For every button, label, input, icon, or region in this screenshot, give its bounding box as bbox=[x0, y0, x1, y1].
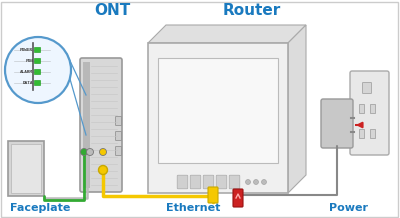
FancyBboxPatch shape bbox=[158, 58, 278, 163]
FancyBboxPatch shape bbox=[190, 175, 201, 189]
Circle shape bbox=[246, 179, 250, 184]
Text: Ethernet: Ethernet bbox=[166, 203, 220, 213]
FancyBboxPatch shape bbox=[229, 175, 240, 189]
FancyBboxPatch shape bbox=[34, 80, 40, 85]
Polygon shape bbox=[288, 25, 306, 193]
Text: ALARM: ALARM bbox=[20, 70, 33, 74]
Circle shape bbox=[98, 165, 108, 174]
Polygon shape bbox=[148, 25, 306, 43]
FancyBboxPatch shape bbox=[148, 43, 288, 193]
Text: PON: PON bbox=[25, 59, 33, 63]
FancyBboxPatch shape bbox=[359, 104, 364, 113]
FancyBboxPatch shape bbox=[80, 58, 122, 192]
Circle shape bbox=[86, 148, 94, 155]
FancyBboxPatch shape bbox=[116, 131, 122, 140]
FancyBboxPatch shape bbox=[370, 129, 375, 138]
Text: ONT: ONT bbox=[94, 3, 130, 19]
FancyBboxPatch shape bbox=[216, 175, 227, 189]
Circle shape bbox=[254, 179, 258, 184]
FancyBboxPatch shape bbox=[321, 99, 353, 148]
FancyBboxPatch shape bbox=[83, 62, 90, 188]
FancyBboxPatch shape bbox=[233, 189, 243, 207]
Circle shape bbox=[80, 148, 88, 155]
Circle shape bbox=[100, 148, 106, 155]
Circle shape bbox=[5, 37, 71, 103]
FancyBboxPatch shape bbox=[11, 144, 41, 193]
Text: Router: Router bbox=[223, 3, 281, 19]
Text: DATA: DATA bbox=[22, 81, 33, 85]
Text: POWER: POWER bbox=[20, 48, 33, 52]
FancyBboxPatch shape bbox=[34, 58, 40, 63]
FancyBboxPatch shape bbox=[208, 187, 218, 203]
FancyBboxPatch shape bbox=[116, 116, 122, 126]
FancyBboxPatch shape bbox=[203, 175, 214, 189]
FancyBboxPatch shape bbox=[350, 71, 389, 155]
Text: Faceplate: Faceplate bbox=[10, 203, 70, 213]
FancyBboxPatch shape bbox=[34, 48, 40, 53]
FancyBboxPatch shape bbox=[362, 82, 372, 94]
FancyBboxPatch shape bbox=[116, 146, 122, 155]
Text: Power: Power bbox=[328, 203, 368, 213]
FancyBboxPatch shape bbox=[359, 129, 364, 138]
FancyBboxPatch shape bbox=[8, 141, 44, 196]
Circle shape bbox=[262, 179, 266, 184]
FancyBboxPatch shape bbox=[34, 70, 40, 75]
FancyBboxPatch shape bbox=[177, 175, 188, 189]
FancyBboxPatch shape bbox=[370, 104, 375, 113]
